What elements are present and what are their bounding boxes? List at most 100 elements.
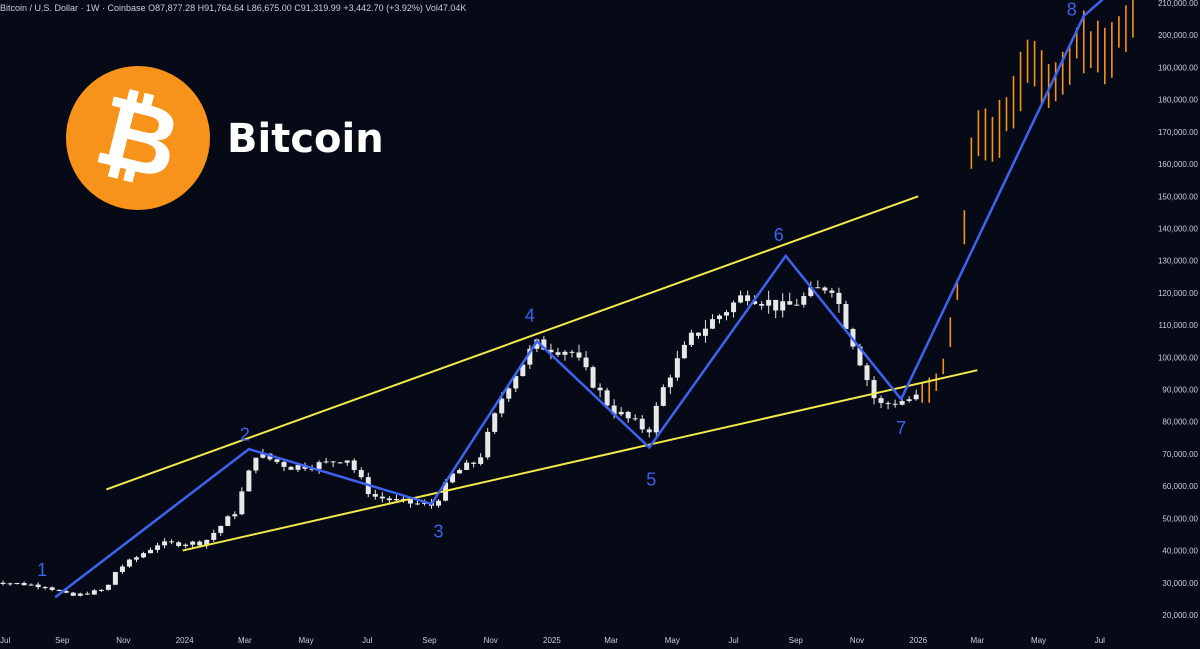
candle-body [695, 332, 701, 336]
price-tick-label: 190,000.00 [1158, 63, 1199, 72]
price-tick-label: 210,000.00 [1158, 0, 1199, 8]
brand-name: Bitcoin [227, 116, 384, 162]
time-tick-label: May [299, 636, 314, 645]
candle-body [330, 461, 336, 463]
channel-lower-line [182, 369, 978, 552]
candles-layer [0, 280, 919, 597]
time-tick-label: Jul [0, 636, 10, 645]
candle-body [604, 390, 610, 406]
candle-body [162, 541, 168, 546]
time-tick-label: 2025 [543, 636, 561, 645]
candle-body [225, 516, 231, 526]
candle-body [379, 496, 385, 499]
candle-body [499, 398, 505, 414]
candle-body [49, 587, 55, 590]
candle-body [745, 295, 751, 302]
time-tick-label: Sep [422, 636, 437, 645]
time-tick-label: 2026 [909, 636, 927, 645]
time-tick-label: Sep [789, 636, 804, 645]
candle-body [836, 292, 842, 305]
candle-body [105, 584, 111, 590]
candle-body [407, 498, 413, 504]
time-tick-label: Nov [116, 636, 130, 645]
candle-body [288, 466, 294, 470]
candle-body [323, 461, 329, 463]
candle-body [562, 351, 568, 355]
candle-body [618, 411, 624, 415]
candle-body [436, 500, 442, 506]
candle-body [548, 349, 554, 353]
candle-body [239, 491, 245, 515]
candle-body [541, 339, 547, 350]
time-tick-label: Jul [728, 636, 738, 645]
candle-body [133, 557, 139, 560]
header-low: L86,675.00 [247, 3, 292, 13]
price-axis: 20,000.00 30,000.00 40,000.00 50,000.00 60,0… [1158, 0, 1199, 620]
candle-body [400, 498, 406, 500]
candle-body [780, 301, 786, 311]
candle-body [316, 462, 322, 470]
candle-body [35, 584, 41, 588]
candle-body [253, 457, 259, 471]
time-tick-label: Jul [1095, 636, 1105, 645]
bitcoin-logo-icon [66, 66, 210, 210]
price-tick-label: 90,000.00 [1162, 386, 1198, 395]
candle-body [176, 542, 182, 546]
candle-body [63, 590, 69, 593]
wave-label-6: 6 [774, 225, 784, 245]
price-tick-label: 170,000.00 [1158, 128, 1199, 137]
candle-body [829, 290, 835, 293]
wave-label-4: 4 [525, 305, 535, 325]
candle-body [717, 315, 723, 320]
candle-body [885, 402, 891, 404]
price-tick-label: 140,000.00 [1158, 224, 1199, 233]
time-tick-label: Nov [850, 636, 864, 645]
candle-body [794, 304, 800, 306]
candle-body [155, 545, 161, 550]
candle-body [190, 541, 196, 545]
candle-body [211, 532, 217, 540]
wave-label-3: 3 [434, 521, 444, 541]
header-symbol: Bitcoin / U.S. Dollar · 1W · Coinbase [0, 3, 146, 13]
candle-body [148, 549, 154, 554]
candle-body [632, 418, 638, 420]
candle-body [492, 413, 498, 432]
candle-body [42, 587, 48, 589]
candle-body [358, 470, 364, 478]
candle-body [232, 514, 238, 517]
candle-body [344, 460, 350, 463]
candle-body [464, 462, 470, 470]
channel-layer [106, 195, 978, 552]
candle-body [98, 589, 104, 591]
time-tick-label: May [665, 636, 680, 645]
price-tick-label: 130,000.00 [1158, 257, 1199, 266]
wave-labels-layer: 1 2 3 4 5 6 7 8 [37, 0, 1077, 580]
candle-body [183, 544, 189, 546]
header-change: +3,442.70 (+3.92%) [343, 3, 423, 13]
price-tick-label: 60,000.00 [1162, 482, 1198, 491]
candle-body [77, 593, 83, 596]
candle-body [421, 502, 427, 504]
candle-body [667, 377, 673, 388]
candle-body [709, 319, 715, 329]
candle-body [731, 302, 737, 313]
svg-text:Bitcoin / U.S. Dollar · 1W · C: Bitcoin / U.S. Dollar · 1W · Coinbase O8… [0, 3, 466, 13]
candle-body [906, 399, 912, 402]
candle-body [759, 303, 765, 306]
price-tick-label: 50,000.00 [1162, 514, 1198, 523]
candle-body [274, 459, 280, 463]
candle-body [70, 592, 76, 596]
header-high: H91,764.64 [198, 3, 245, 13]
candle-body [21, 582, 27, 586]
header-close: C91,319.99 [294, 3, 341, 13]
wave-path-line [54, 0, 1104, 599]
candle-body [372, 494, 378, 497]
candle-body [576, 352, 582, 358]
candle-body [892, 403, 898, 405]
candle-body [597, 387, 603, 391]
header-volume: Vol47.04K [425, 3, 466, 13]
candle-body [471, 462, 477, 464]
wave-layer [54, 0, 1104, 599]
candle-body [815, 287, 821, 289]
